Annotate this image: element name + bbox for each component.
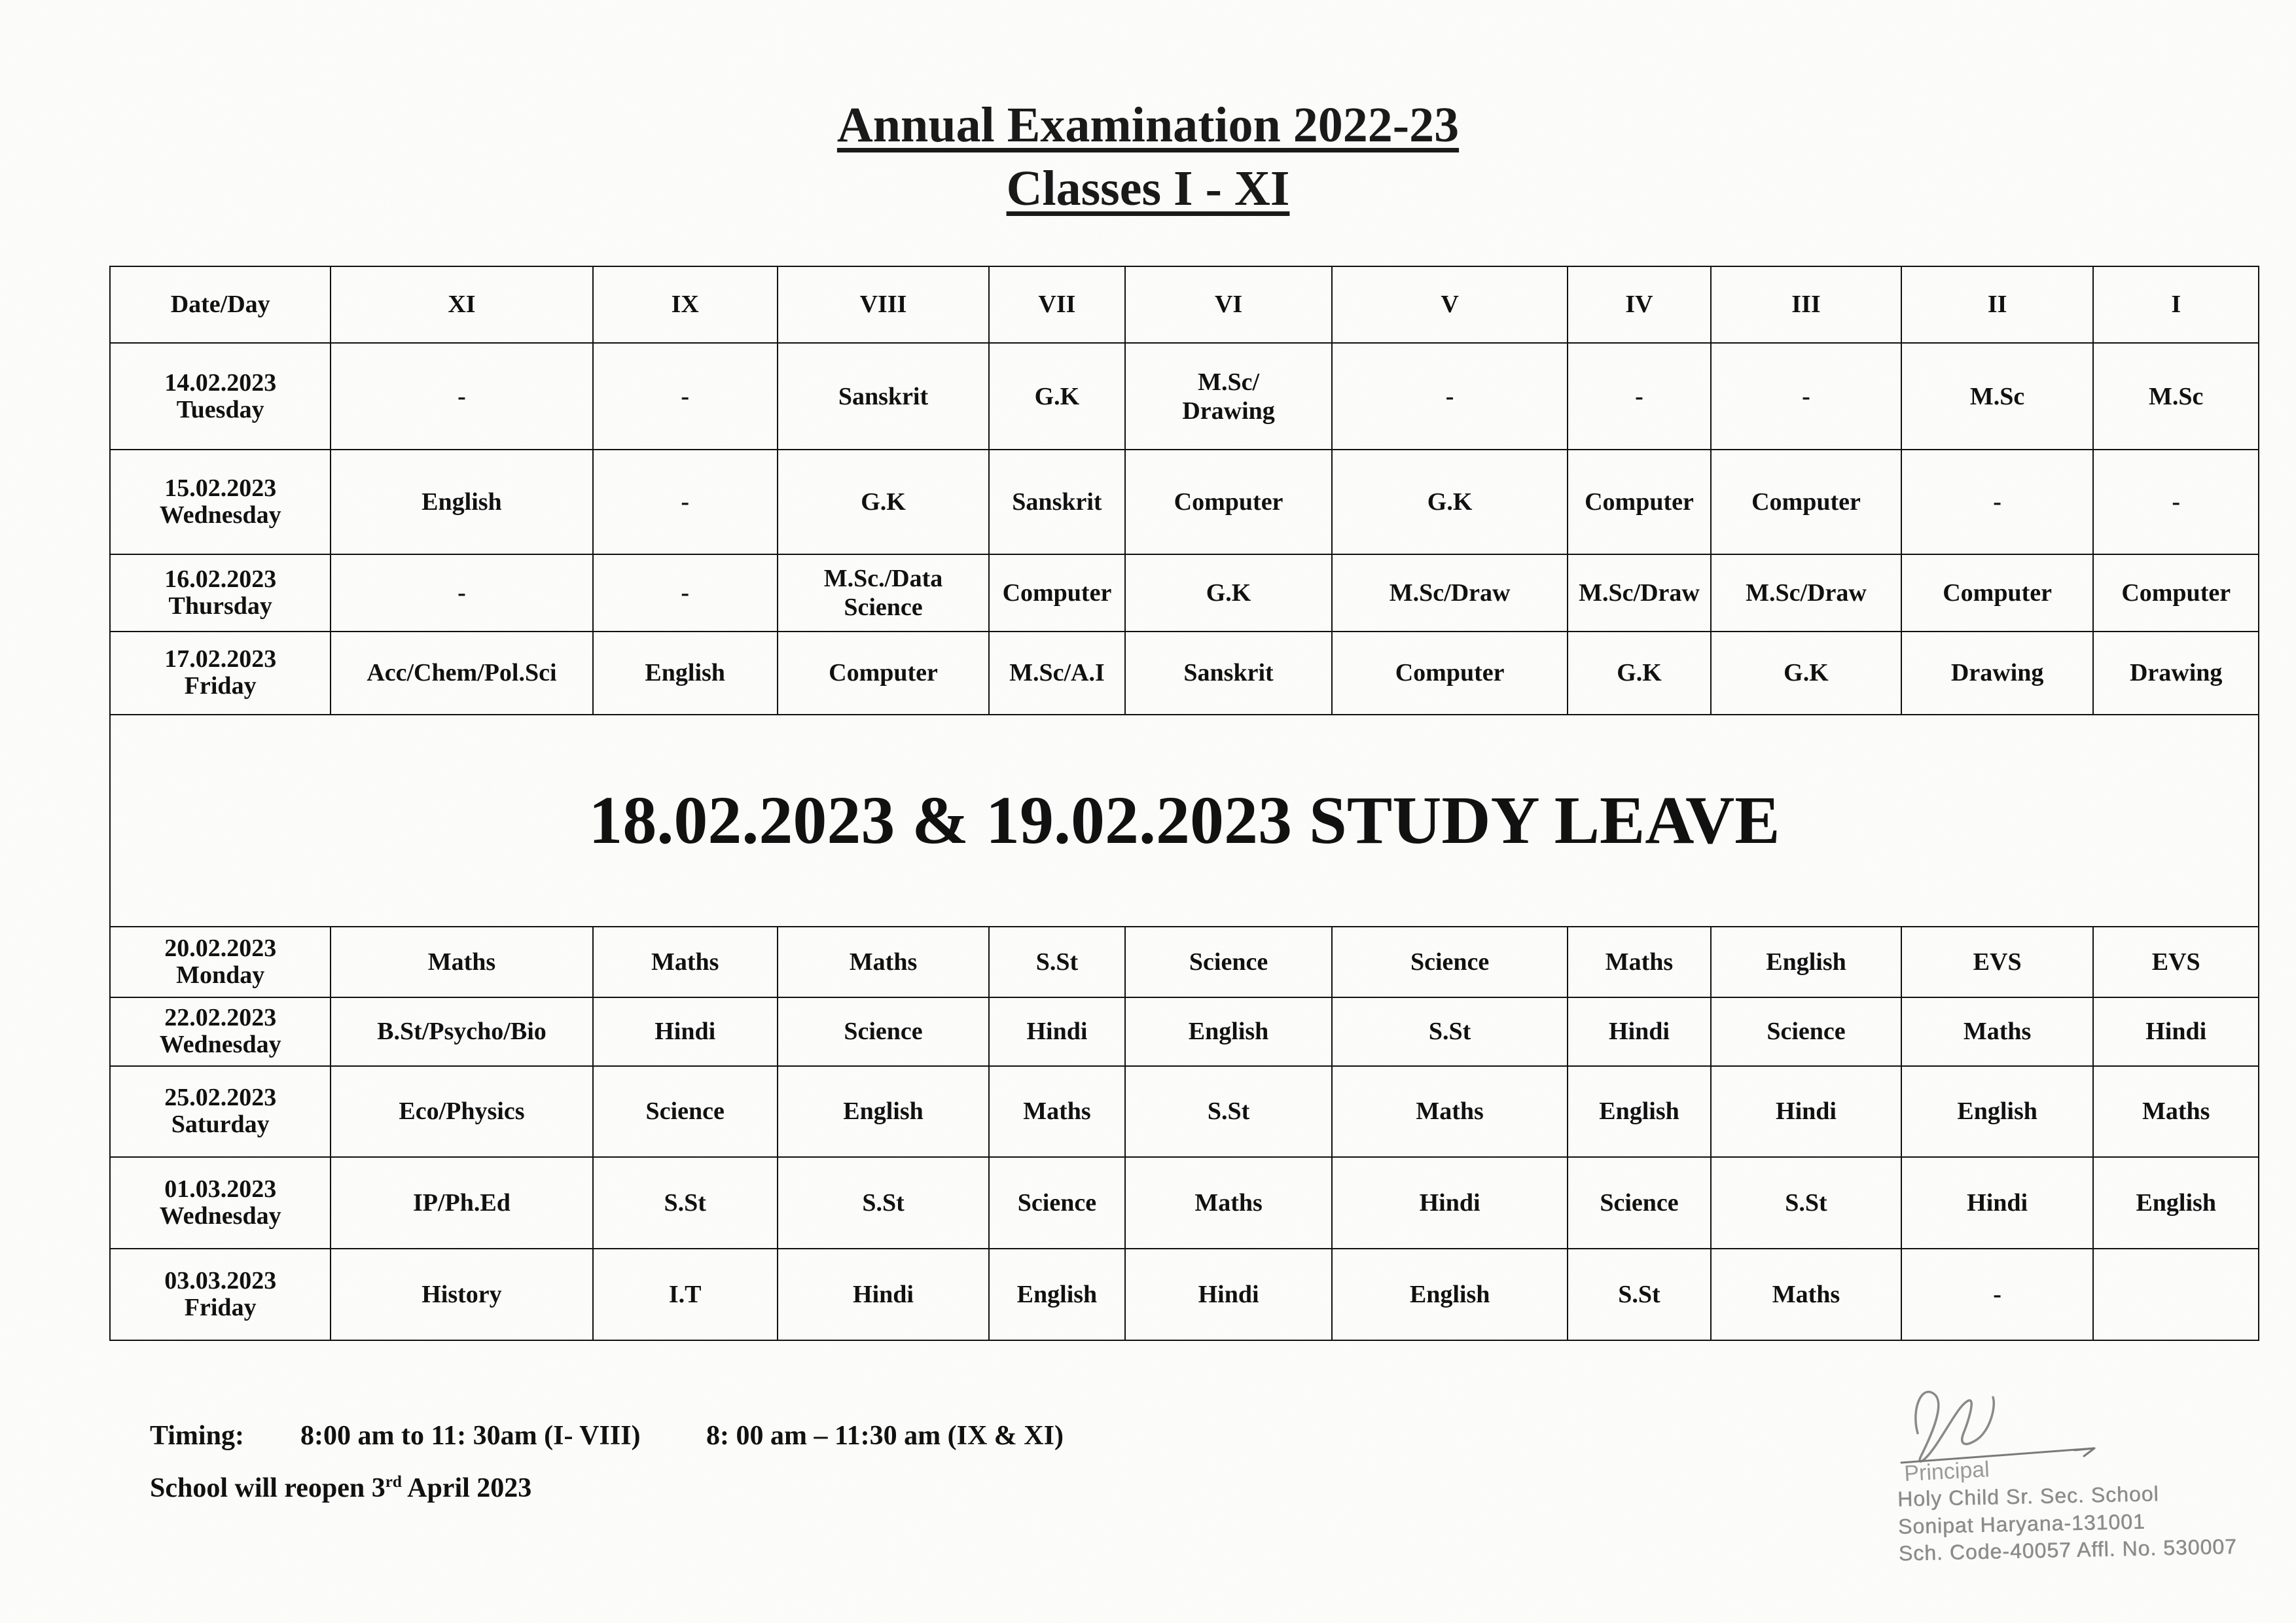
- svg-text:Principal: Principal: [1903, 1457, 1990, 1486]
